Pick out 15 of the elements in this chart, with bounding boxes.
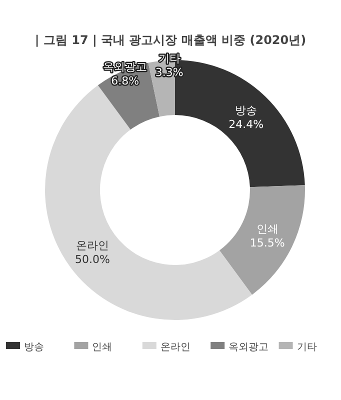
data-label: 50.0% — [74, 252, 110, 266]
legend-label: 방송 — [24, 342, 44, 353]
slice-label: 인쇄 — [256, 222, 278, 236]
data-label: 6.8% — [111, 74, 140, 88]
slice-label: 온라인 — [76, 238, 109, 252]
data-label: 15.5% — [250, 236, 285, 250]
donut-slice — [219, 185, 305, 295]
slice-label: 기타 — [158, 52, 180, 66]
legend-label: 옥외광고 — [228, 342, 269, 353]
data-label: 24.4% — [228, 118, 264, 132]
legend-label: 기타 — [296, 342, 317, 353]
slice-label: 방송 — [235, 104, 258, 118]
legend-label: 인쇄 — [92, 342, 112, 353]
legend-label: 온라인 — [160, 342, 190, 353]
chart-title: | 그림 17 | 국내 광고시장 매출액 비중 (2020년) — [34, 33, 306, 47]
